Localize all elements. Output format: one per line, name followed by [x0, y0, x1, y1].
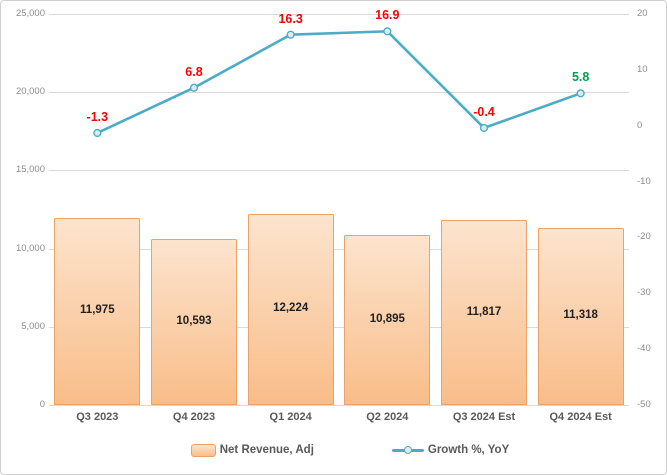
right-axis-tick: -10 [637, 175, 651, 187]
bar-value-label: 10,593 [176, 315, 212, 328]
gridline [49, 14, 629, 15]
gridline [49, 248, 629, 250]
bar-value-label: 11,817 [466, 305, 502, 318]
bar-Q3 2024 Est [441, 220, 527, 405]
growth-line-marker [576, 89, 585, 98]
right-axis-tick: 10 [637, 63, 648, 75]
category-label: Q2 2024 [366, 411, 409, 423]
category-label: Q1 2024 [269, 411, 312, 423]
right-axis-tick: -40 [637, 343, 651, 355]
growth-line-marker [383, 27, 392, 36]
category-label: Q3 2023 [76, 411, 119, 423]
left-axis-tick: 10,000 [15, 242, 45, 254]
legend-item-net-revenue: Net Revenue, Adj [190, 443, 314, 457]
growth-value-label: 5.8 [571, 70, 590, 85]
legend: Net Revenue, Adj Growth %, YoY [49, 439, 629, 461]
gridline [49, 326, 629, 328]
legend-label-net-revenue: Net Revenue, Adj [219, 444, 314, 456]
bar-series-swatch-icon [190, 443, 216, 457]
growth-value-label: 16.9 [375, 8, 400, 23]
line-swatch-marker [403, 446, 412, 454]
growth-value-label: 16.3 [278, 11, 303, 26]
bar-Q1 2024 [247, 213, 334, 405]
gridline [49, 92, 629, 94]
bar-value-label: 11,318 [563, 309, 598, 322]
legend-item-growth: Growth %, YoY [391, 444, 510, 456]
left-axis-tick: 5,000 [21, 320, 45, 332]
right-axis-tick: -20 [637, 231, 651, 243]
category-label: Q4 2024 Est [549, 411, 612, 423]
growth-value-label: 6.8 [185, 64, 203, 79]
growth-line-marker [479, 123, 489, 133]
legend-label-growth: Growth %, YoY [427, 444, 510, 456]
left-axis-tick: 0 [39, 399, 45, 410]
left-axis-tick: 20,000 [15, 86, 45, 98]
bar-value-label: 12,224 [273, 302, 309, 315]
growth-line-marker [93, 128, 102, 138]
category-label: Q3 2024 Est [452, 411, 516, 423]
category-label: Q4 2023 [172, 411, 216, 423]
right-axis-tick: -50 [637, 399, 651, 410]
growth-line-marker [286, 30, 295, 39]
bar-Q4 2024 Est [537, 227, 624, 405]
right-axis-tick: -30 [637, 287, 651, 299]
growth-line-marker [189, 83, 199, 92]
bar-value-label: 11,975 [80, 304, 115, 317]
bar-Q3 2023 [54, 217, 141, 405]
right-axis-tick: 20 [637, 8, 648, 19]
line-series-swatch-icon [391, 446, 424, 455]
growth-value-label: -1.3 [86, 109, 109, 124]
gridline [49, 170, 629, 172]
left-axis-tick: 25,000 [15, 8, 45, 19]
bar-value-label: 10,895 [369, 312, 405, 325]
left-axis-tick: 15,000 [15, 164, 45, 176]
right-axis-tick: 0 [637, 119, 643, 131]
bar-Q4 2023 [151, 239, 237, 405]
growth-value-label: -0.4 [473, 104, 495, 119]
gridline [49, 405, 629, 406]
bar-Q2 2024 [344, 234, 431, 405]
